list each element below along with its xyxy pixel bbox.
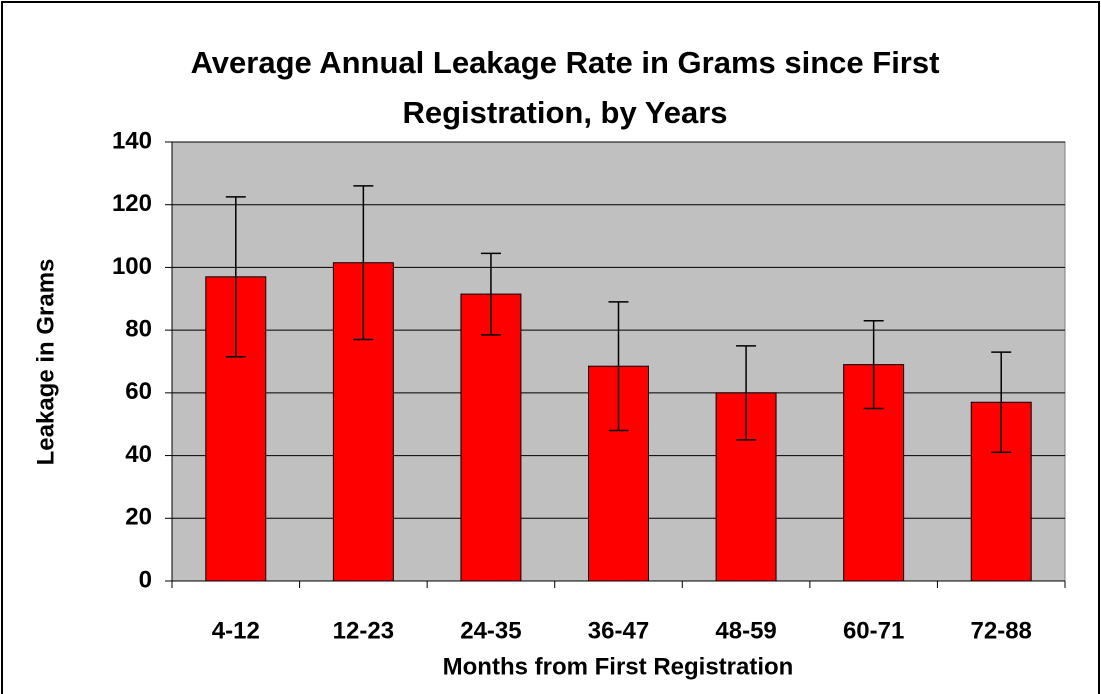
error-bar	[736, 345, 757, 441]
x-tick-label: 60-71	[843, 617, 904, 644]
y-tick-label: 40	[125, 441, 152, 468]
x-axis-label: Months from First Registration	[443, 653, 794, 680]
y-tick-label: 120	[112, 190, 152, 217]
error-bar	[480, 252, 501, 336]
y-tick-label: 100	[112, 253, 152, 280]
x-tick-label: 24-35	[460, 617, 521, 644]
x-tick-label: 36-47	[588, 617, 649, 644]
error-bar	[991, 351, 1012, 454]
x-tick-label: 72-88	[971, 617, 1032, 644]
y-tick-label: 80	[125, 315, 152, 342]
error-bar	[353, 185, 374, 341]
error-bar	[225, 196, 246, 358]
x-tick-label: 4-12	[212, 617, 260, 644]
error-bar	[863, 319, 884, 410]
x-tick-label: 12-23	[333, 617, 394, 644]
error-bar	[608, 301, 629, 432]
x-tick-label: 48-59	[715, 617, 776, 644]
y-axis-label: Leakage in Grams	[32, 259, 59, 466]
y-tick-label: 20	[125, 504, 152, 531]
chart-title: Average Annual Leakage Rate in Grams sin…	[190, 45, 940, 130]
bar	[460, 293, 522, 582]
y-tick-label: 140	[112, 127, 152, 154]
y-tick-label: 60	[125, 378, 152, 405]
y-tick-label: 0	[139, 566, 152, 593]
